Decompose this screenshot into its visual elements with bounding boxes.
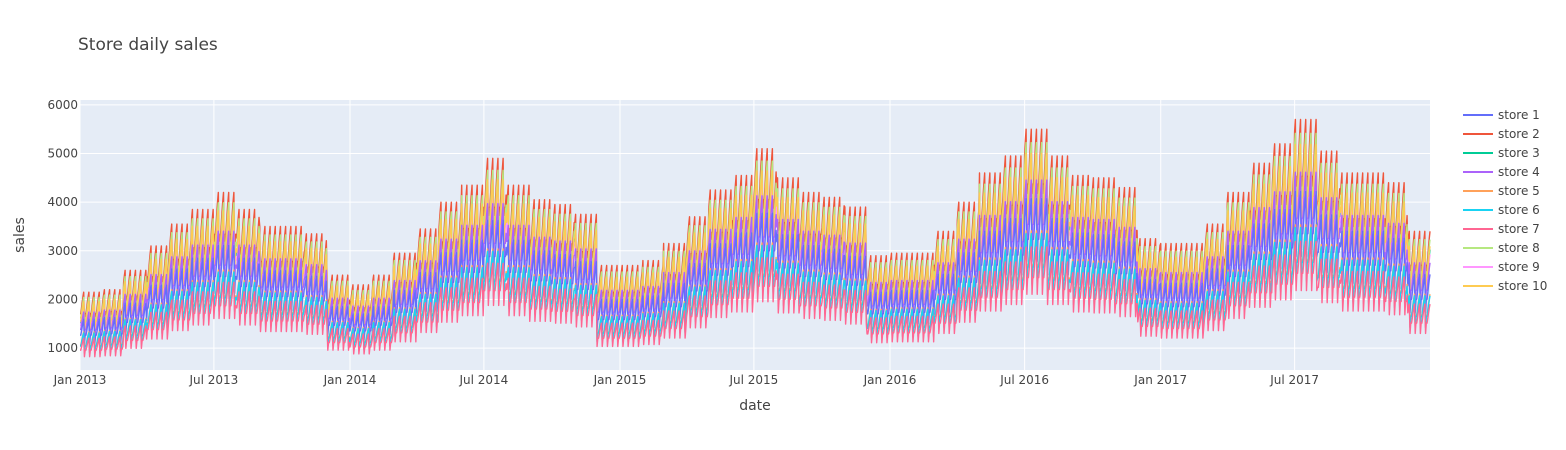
x-tick-label: Jan 2013 <box>53 373 107 387</box>
x-tick-label: Jul 2014 <box>458 373 508 387</box>
legend[interactable]: store 1 store 2 store 3 store 4 store 5 store… <box>1463 108 1547 293</box>
legend-label[interactable]: store 1 <box>1498 108 1540 122</box>
tick-layer: 1000 2000 3000 4000 5000 6000 Jan 2013 Jul 2013… <box>47 98 1319 387</box>
legend-label[interactable]: store 6 <box>1498 203 1540 217</box>
legend-label[interactable]: store 8 <box>1498 241 1540 255</box>
y-tick-label: 4000 <box>47 195 78 209</box>
series-line <box>80 240 1431 358</box>
x-tick-label: Jan 2014 <box>323 373 377 387</box>
legend-label[interactable]: store 4 <box>1498 165 1540 179</box>
legend-label[interactable]: store 9 <box>1498 260 1540 274</box>
series-layer <box>80 118 1431 358</box>
x-tick-label: Jan 2015 <box>593 373 647 387</box>
series-line <box>80 143 1431 333</box>
y-tick-label: 5000 <box>47 147 78 161</box>
x-tick-label: Jul 2017 <box>1269 373 1319 387</box>
legend-label[interactable]: store 10 <box>1498 279 1547 293</box>
y-tick-label: 3000 <box>47 244 78 258</box>
legend-label[interactable]: store 5 <box>1498 184 1540 198</box>
series-line <box>80 171 1431 340</box>
x-tick-label: Jan 2016 <box>863 373 917 387</box>
x-axis-title: date <box>739 398 771 414</box>
y-axis-title: sales <box>12 217 28 253</box>
x-tick-label: Jul 2015 <box>728 373 778 387</box>
chart-title: Store daily sales <box>78 35 218 55</box>
x-tick-label: Jan 2017 <box>1133 373 1187 387</box>
legend-label[interactable]: store 3 <box>1498 146 1540 160</box>
legend-label[interactable]: store 7 <box>1498 222 1540 236</box>
x-tick-label: Jul 2016 <box>999 373 1049 387</box>
y-tick-label: 6000 <box>47 98 78 112</box>
x-tick-label: Jul 2013 <box>188 373 238 387</box>
series-line <box>80 190 1431 345</box>
y-tick-label: 2000 <box>47 292 78 306</box>
legend-label[interactable]: store 2 <box>1498 127 1540 141</box>
series-line <box>80 226 1431 354</box>
y-tick-label: 1000 <box>47 341 78 355</box>
